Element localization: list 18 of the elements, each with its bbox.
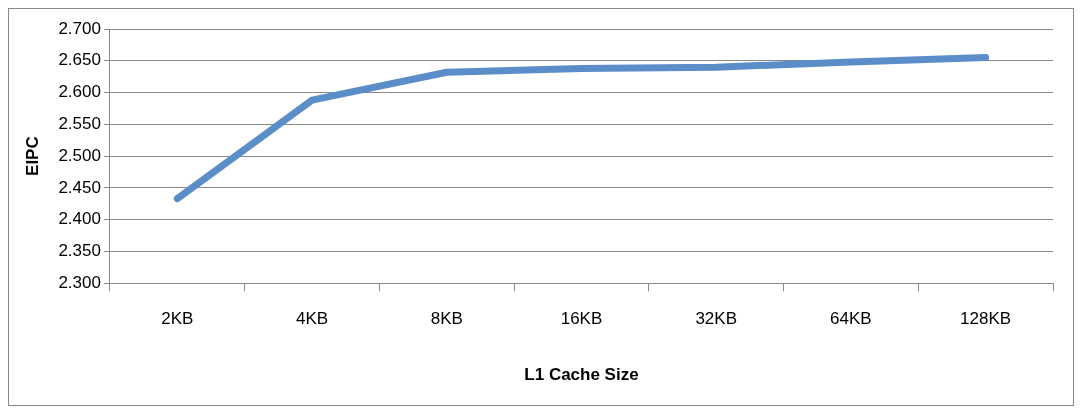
- y-tick-label: 2.700: [58, 18, 101, 38]
- x-tick-label: 16KB: [560, 309, 603, 329]
- y-tick-label: 2.550: [58, 114, 101, 134]
- x-tick-label: 2KB: [161, 309, 194, 329]
- x-axis-title: L1 Cache Size: [524, 365, 639, 385]
- y-tick-label: 2.500: [58, 145, 101, 165]
- x-tick-label: 4KB: [295, 309, 329, 329]
- x-tick-label: 128KB: [960, 309, 1012, 329]
- y-axis-title: EIPC: [22, 136, 42, 176]
- y-tick-label: 2.350: [58, 241, 101, 261]
- x-tick-label: 32KB: [695, 309, 737, 329]
- y-tick-label: 2.300: [58, 272, 101, 292]
- x-tick-label: 64KB: [830, 309, 872, 329]
- y-tick-label: 2.600: [58, 82, 101, 102]
- y-tick-label: 2.450: [58, 177, 101, 197]
- x-tick-label: 8KB: [430, 309, 463, 329]
- y-tick-label: 2.650: [58, 50, 101, 70]
- y-tick-label: 2.400: [58, 209, 101, 229]
